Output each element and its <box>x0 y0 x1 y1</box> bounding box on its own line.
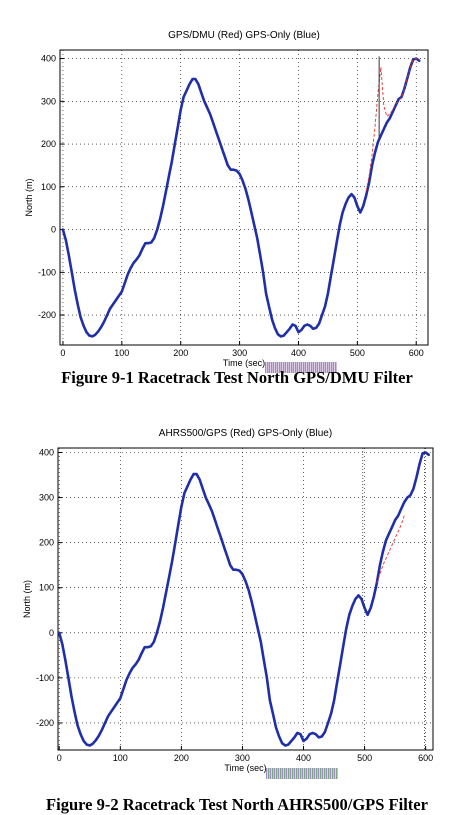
y-tick-label: 100 <box>39 583 54 593</box>
figure-caption: Figure 9-2 Racetrack Test North AHRS500/… <box>46 795 428 814</box>
watermark-stamp <box>265 362 337 373</box>
watermark-stamp <box>266 768 338 779</box>
y-tick-label: -100 <box>38 267 56 277</box>
x-tick-label: 500 <box>357 753 372 763</box>
x-tick-label: 100 <box>113 753 128 763</box>
chart-title: AHRS500/GPS (Red) GPS-Only (Blue) <box>159 428 332 439</box>
x-tick-label: 300 <box>232 348 247 358</box>
x-tick-label: 100 <box>114 348 129 358</box>
series-filter-line <box>365 58 420 192</box>
y-tick-label: -200 <box>38 310 56 320</box>
y-axis-label: North (m) <box>22 580 32 618</box>
y-axis-label: North (m) <box>24 178 34 216</box>
x-tick-label: 0 <box>57 753 62 763</box>
x-tick-label: 0 <box>60 348 65 358</box>
y-tick-label: 100 <box>41 182 56 192</box>
x-tick-label: 600 <box>409 348 424 358</box>
x-tick-label: 300 <box>235 753 250 763</box>
x-tick-label: 400 <box>296 753 311 763</box>
x-tick-label: 200 <box>173 348 188 358</box>
y-tick-label: 300 <box>41 96 56 106</box>
x-axis-label: Time (sec) <box>224 763 266 773</box>
y-tick-label: -200 <box>36 718 54 728</box>
y-tick-label: 400 <box>39 448 54 458</box>
chart-title: GPS/DMU (Red) GPS-Only (Blue) <box>168 30 320 41</box>
chart-2: AHRS500/GPS (Red) GPS-Only (Blue) 0 100 200… <box>22 428 434 773</box>
y-tick-label: 400 <box>41 54 56 64</box>
y-tick-label: 200 <box>39 538 54 548</box>
x-axis-label: Time (sec) <box>223 358 265 368</box>
x-tick-label: 600 <box>418 753 433 763</box>
series-gps-only-line <box>61 57 421 338</box>
y-tick-label: 200 <box>41 139 56 149</box>
chart-1: GPS/DMU (Red) GPS-Only (Blue) 0 100 200 300 4… <box>24 30 429 368</box>
series-filter-line <box>376 515 405 584</box>
x-tick-label: 200 <box>174 753 189 763</box>
y-tick-label: -100 <box>36 673 54 683</box>
figure-1: GPS/DMU (Red) GPS-Only (Blue) 0 100 200 300 4… <box>0 0 474 400</box>
series-gps-only-line <box>57 451 431 747</box>
figure-caption: Figure 9-1 Racetrack Test North GPS/DMU … <box>61 368 413 387</box>
y-tick-label: 0 <box>51 225 56 235</box>
y-tick-label: 0 <box>49 628 54 638</box>
plot-area <box>57 447 434 751</box>
x-tick-label: 400 <box>291 348 306 358</box>
x-tick-label: 500 <box>350 348 365 358</box>
figure-2: AHRS500/GPS (Red) GPS-Only (Blue) 0 100 200… <box>0 398 474 814</box>
y-tick-label: 300 <box>39 493 54 503</box>
